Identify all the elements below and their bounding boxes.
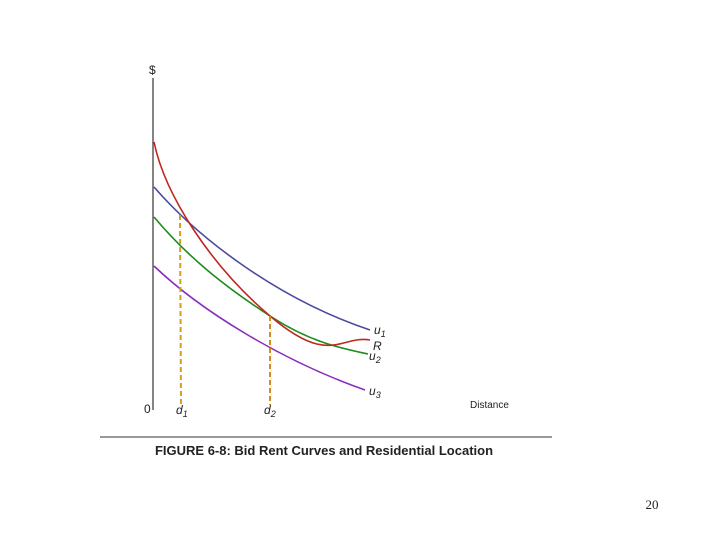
point-label: d1 bbox=[176, 403, 188, 419]
origin-label: 0 bbox=[144, 402, 151, 416]
x-label: Distance bbox=[470, 400, 509, 411]
curve-label: R bbox=[373, 339, 382, 353]
point-label: d2 bbox=[264, 403, 276, 419]
curve-label: u1 bbox=[374, 323, 386, 339]
curve-label: u2 bbox=[369, 349, 381, 365]
page-number: 20 bbox=[646, 497, 659, 512]
curve-u2 bbox=[153, 216, 369, 355]
curve-u3 bbox=[153, 265, 366, 391]
curve-u1 bbox=[153, 186, 371, 331]
dashed-d1 bbox=[179, 214, 182, 406]
curve-r bbox=[153, 141, 371, 347]
y-label: $ bbox=[149, 63, 156, 77]
curve-label: u3 bbox=[369, 384, 381, 400]
caption: FIGURE 6-8: Bid Rent Curves and Resident… bbox=[155, 443, 493, 458]
